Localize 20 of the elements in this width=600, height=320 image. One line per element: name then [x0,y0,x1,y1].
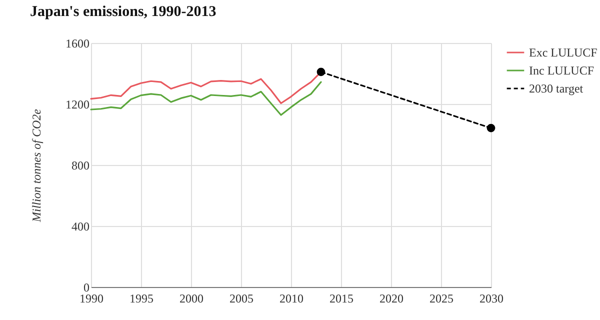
y-tick-label: 800 [72,158,90,172]
x-tick-label: 2010 [280,292,304,306]
x-tick-label: 2015 [330,292,354,306]
x-tick-label: 2025 [430,292,454,306]
y-axis-title: Million tonnes of CO2e [30,108,44,223]
legend-label: Inc LULUCF [529,64,594,78]
legend-label: 2030 target [529,82,584,96]
y-tick-label: 1600 [66,36,90,50]
line-series [90,81,322,116]
x-tick-label: 2005 [230,292,254,306]
y-tick-label: 1200 [66,98,90,112]
y-tick-label: 0 [84,280,90,294]
x-tick-label: 2020 [380,292,404,306]
legend-label: Exc LULUCF [529,46,598,60]
x-tick-label: 1995 [130,292,154,306]
chart-title: Japan's emissions, 1990-2013 [30,4,216,20]
x-tick-label: 2030 [480,292,504,306]
x-tick-label: 2000 [180,292,204,306]
x-tick-label: 1990 [80,292,104,306]
y-tick-label: 400 [72,220,90,234]
